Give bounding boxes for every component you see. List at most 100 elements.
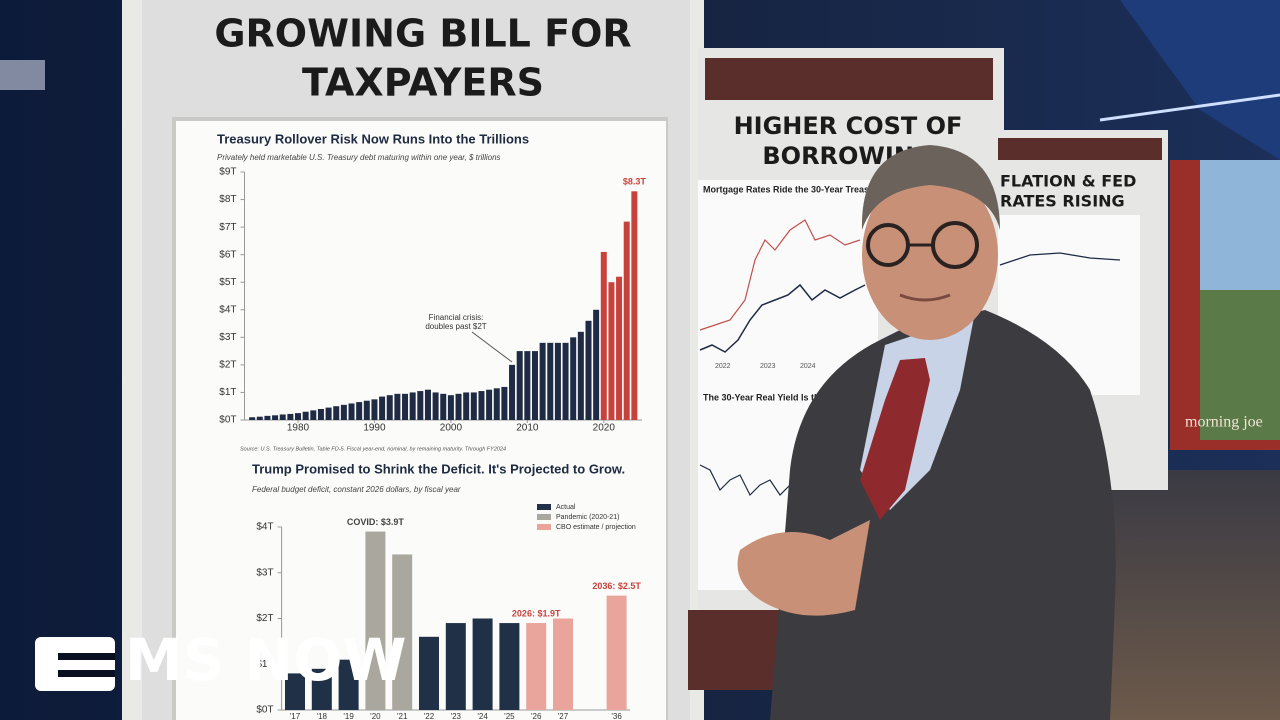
legend-swatch (537, 514, 551, 520)
y-tick-label: $6T (219, 249, 236, 260)
side-panel-header (998, 138, 1162, 160)
bar (509, 364, 516, 420)
bar (264, 415, 271, 420)
value-label: 2036: $2.5T (592, 581, 641, 591)
x-tick-label: 2010 (516, 423, 539, 434)
bar (417, 391, 424, 420)
side-chart-line (699, 219, 861, 331)
side-panel-header (705, 58, 993, 100)
value-label: $8.3T (623, 177, 647, 187)
chart-subtitle: Privately held marketable U.S. Treasury … (217, 153, 501, 162)
bar (445, 623, 466, 710)
bar (392, 554, 413, 710)
bar (623, 221, 630, 420)
bar (577, 331, 584, 420)
legend-label: Pandemic (2020-21) (556, 514, 619, 521)
backdrop-sign: morning joe (1185, 414, 1263, 431)
y-tick-label: $1T (256, 659, 273, 670)
x-tick-label: '23 (451, 712, 462, 720)
y-tick-label: $9T (219, 167, 236, 178)
x-tick-label: 2020 (593, 423, 616, 434)
legend-label: CBO estimate / projection (556, 524, 636, 531)
y-tick-label: $3T (256, 567, 273, 578)
y-tick-label: $5T (219, 277, 236, 288)
bar (516, 351, 523, 420)
bar (478, 391, 485, 420)
bar (553, 618, 573, 710)
x-tick-label: '20 (370, 712, 381, 720)
bar (470, 392, 477, 420)
legend-swatch (537, 524, 551, 530)
bar (333, 406, 340, 420)
logo-text: MS NOW (125, 626, 407, 694)
bar (295, 413, 302, 420)
y-tick-label: $0T (256, 705, 273, 716)
y-tick-label: $8T (219, 194, 236, 205)
bar (606, 595, 627, 710)
bar (287, 413, 294, 420)
x-tick-label: '22 (424, 712, 435, 720)
bar (348, 403, 355, 420)
chart-title: Treasury Rollover Risk Now Runs Into the… (217, 131, 529, 146)
panel-title: GROWING BILL FOR (214, 12, 631, 56)
y-tick-label: $7T (219, 222, 236, 233)
y-tick-label: $3T (219, 332, 236, 343)
bar (531, 351, 538, 420)
bar (608, 282, 615, 420)
bar (249, 417, 256, 420)
side-chart-title: The 30-Year Real Yield Is the Hig (703, 392, 842, 402)
side-axis-label: 2024 (800, 363, 816, 370)
bar (371, 399, 378, 420)
legend-label: Actual (556, 504, 576, 511)
studio-light (0, 60, 45, 90)
bar (524, 351, 531, 420)
value-label: COVID: $3.9T (347, 517, 405, 527)
bar (379, 396, 386, 420)
panel-title: TAXPAYERS (302, 61, 544, 105)
x-tick-label: 1990 (363, 423, 386, 434)
side-axis-label: 2023 (760, 363, 776, 370)
x-tick-label: 1980 (287, 423, 310, 434)
chart-source: Source: U.S. Treasury Bulletin, Table FD… (240, 446, 506, 452)
bar (310, 410, 317, 420)
bar (409, 392, 416, 420)
bar (455, 393, 462, 420)
y-tick-label: $2T (256, 613, 273, 624)
side-chart-line (699, 464, 801, 497)
bar (501, 386, 508, 420)
bar (554, 342, 561, 420)
studio-ceiling (1120, 0, 1280, 160)
bar (285, 673, 305, 710)
studio-light-strip (1099, 93, 1280, 122)
bar (547, 342, 554, 420)
x-tick-label: '36 (611, 712, 622, 720)
logo: MS NOW (35, 626, 407, 694)
bar (600, 251, 607, 420)
bar (272, 415, 279, 420)
bar (432, 392, 439, 420)
bar (394, 393, 401, 420)
bar (338, 659, 359, 710)
bar (325, 407, 332, 420)
x-tick-label: '26 (531, 712, 542, 720)
bar (311, 668, 332, 710)
bar (631, 191, 638, 420)
x-tick-label: '27 (558, 712, 569, 720)
legend-swatch (537, 504, 551, 510)
y-tick-label: $2T (219, 360, 236, 371)
bar (585, 320, 592, 420)
x-tick-label: '18 (317, 712, 328, 720)
bar (365, 531, 386, 710)
annotation: doubles past $2T (425, 322, 486, 331)
bar (562, 342, 569, 420)
chart-subtitle: Federal budget deficit, constant 2026 do… (252, 485, 461, 494)
y-tick-label: $0T (219, 415, 236, 426)
x-tick-label: '25 (504, 712, 515, 720)
side-chart-line (999, 252, 1121, 266)
chart-title: Trump Promised to Shrink the Deficit. It… (252, 461, 625, 476)
side-panel-title: HIGHER COST OF (734, 112, 963, 140)
annotation: Financial crisis: (429, 313, 484, 322)
bar (302, 411, 309, 420)
bar (463, 392, 470, 420)
